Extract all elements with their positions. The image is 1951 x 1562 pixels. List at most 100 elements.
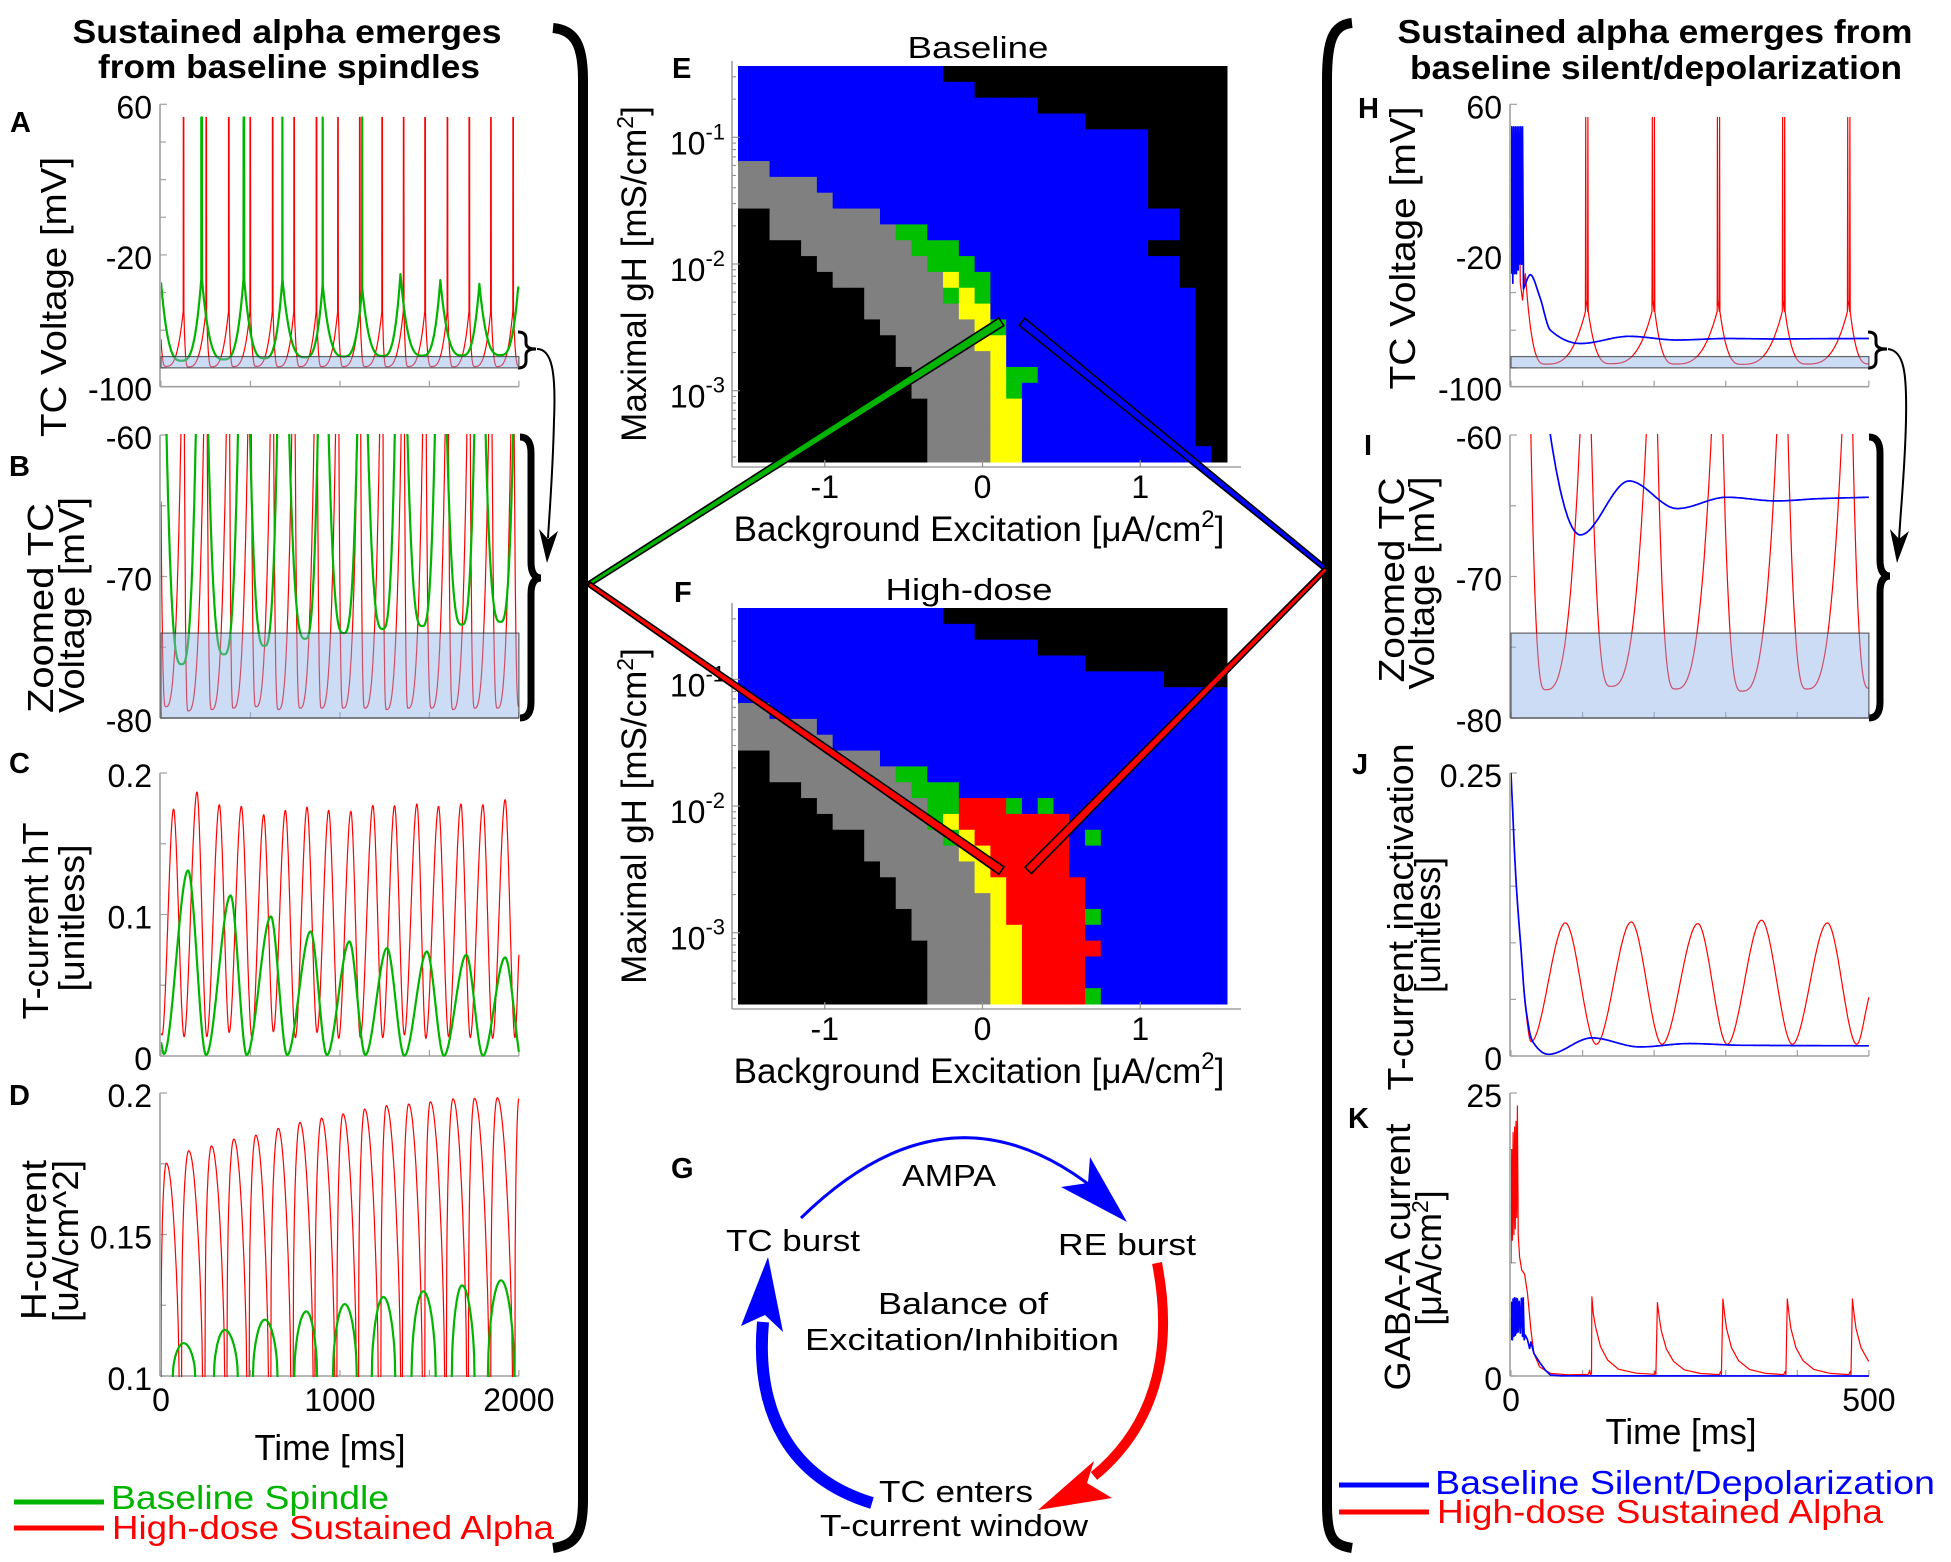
heatmap-cell bbox=[1211, 750, 1228, 767]
heatmap-cell bbox=[1006, 351, 1023, 368]
heatmap-cell bbox=[753, 956, 771, 973]
heatmap-cell bbox=[1163, 161, 1181, 178]
heatmap-cell bbox=[1037, 224, 1054, 241]
heatmap-cell bbox=[738, 113, 755, 130]
heatmap-cell bbox=[769, 972, 786, 989]
trace-baseline-spindle bbox=[165, 434, 515, 666]
heatmap-cell bbox=[832, 956, 849, 973]
heatmap-cell bbox=[738, 97, 755, 115]
heatmap-cell bbox=[848, 861, 865, 878]
heatmap-cell bbox=[879, 351, 897, 368]
heatmap-cell bbox=[753, 113, 771, 130]
heatmap-cell bbox=[1053, 414, 1070, 431]
heatmap-cell bbox=[785, 766, 802, 783]
heatmap-cell bbox=[1179, 145, 1196, 162]
heatmap-cell bbox=[1053, 908, 1070, 926]
heatmap-cell bbox=[911, 398, 928, 415]
heatmap-cell bbox=[738, 382, 755, 400]
heatmap-cell bbox=[1100, 303, 1118, 320]
heatmap-cell bbox=[927, 303, 944, 320]
y-tick-label: -20 bbox=[106, 240, 152, 276]
heatmap-cell bbox=[785, 703, 802, 720]
heatmap-cell bbox=[864, 208, 881, 225]
middle-column: E Baseline Maximal gH [mS/cm2] Backgroun… bbox=[612, 30, 1224, 1543]
heatmap-cell bbox=[738, 303, 755, 320]
heatmap-cell bbox=[1211, 766, 1228, 783]
heatmap-cell bbox=[1211, 335, 1228, 352]
heatmap-cell bbox=[832, 623, 849, 641]
heatmap-cell bbox=[816, 97, 834, 115]
heatmap-cell bbox=[1116, 861, 1133, 878]
heatmap-cell bbox=[1179, 671, 1196, 688]
heatmap-cell bbox=[738, 224, 755, 241]
y-tick-label: 10-3 bbox=[670, 373, 725, 415]
heatmap-cell bbox=[1100, 893, 1118, 910]
heatmap-cell bbox=[1021, 129, 1039, 146]
heatmap-cell bbox=[864, 176, 881, 194]
heatmap-cell bbox=[864, 256, 881, 273]
heatmap-cell bbox=[1053, 176, 1070, 194]
heatmap-cell bbox=[816, 398, 834, 415]
heatmap-cell bbox=[769, 256, 786, 273]
heatmap-cell bbox=[832, 813, 849, 831]
heatmap-cell bbox=[1069, 192, 1086, 210]
heatmap-cell bbox=[864, 718, 881, 736]
x-tick-label: 2000 bbox=[483, 1382, 554, 1418]
heatmap-cell bbox=[943, 924, 960, 942]
heatmap-cell bbox=[895, 623, 913, 641]
heatmap-cell bbox=[1100, 129, 1118, 146]
heatmap-cell bbox=[1100, 319, 1118, 336]
heatmap-cell bbox=[816, 256, 834, 273]
heatmap-cell bbox=[738, 766, 755, 783]
heatmap-cell bbox=[1132, 639, 1149, 657]
heatmap-cell bbox=[1053, 319, 1070, 336]
heatmap-cell bbox=[911, 66, 928, 83]
heatmap-cell bbox=[1195, 303, 1212, 320]
heatmap-cell bbox=[1116, 782, 1133, 799]
heatmap-cell bbox=[1179, 430, 1196, 447]
heatmap-cell bbox=[848, 319, 865, 336]
f-title: High-dose bbox=[886, 572, 1053, 607]
heatmap-cell bbox=[1132, 972, 1149, 989]
heatmap-cell bbox=[911, 655, 928, 672]
heatmap-cell bbox=[927, 623, 944, 641]
heatmap-cell bbox=[927, 908, 944, 926]
heatmap-cell bbox=[1053, 940, 1070, 957]
heatmap-cell bbox=[958, 382, 976, 400]
heatmap-cell bbox=[943, 382, 960, 400]
heatmap-cell bbox=[816, 829, 834, 847]
heatmap-cell bbox=[958, 940, 976, 957]
heatmap-cell bbox=[879, 366, 897, 384]
heatmap-cell bbox=[1195, 877, 1212, 894]
heatmap-cell bbox=[1021, 829, 1039, 847]
heatmap-cell bbox=[1179, 893, 1196, 910]
heatmap-cell bbox=[769, 208, 786, 225]
heatmap-cell bbox=[1163, 798, 1181, 815]
heatmap-cell bbox=[801, 414, 818, 431]
heatmap-cell bbox=[1163, 192, 1181, 210]
heatmap-cell bbox=[1148, 303, 1165, 320]
heatmap-cell bbox=[1100, 718, 1118, 736]
heatmap-cell bbox=[1148, 956, 1165, 973]
heatmap-cell bbox=[1211, 208, 1228, 225]
heatmap-cell bbox=[738, 845, 755, 862]
heatmap-cell bbox=[895, 256, 913, 273]
heatmap-cell bbox=[1021, 271, 1039, 289]
heatmap-cell bbox=[1211, 81, 1228, 99]
heatmap-cell bbox=[1021, 750, 1039, 767]
heatmap-cell bbox=[958, 81, 976, 99]
heatmap-cell bbox=[895, 335, 913, 352]
heatmap-cell bbox=[738, 798, 755, 815]
heatmap-cell bbox=[1179, 750, 1196, 767]
heatmap-cell bbox=[990, 734, 1007, 752]
heatmap-cell bbox=[1179, 829, 1196, 847]
left-column: Sustained alpha emerges from baseline sp… bbox=[9, 13, 558, 1546]
heatmap-cell bbox=[816, 176, 834, 194]
x-tick-label: 0 bbox=[974, 469, 992, 505]
y-tick-exponent: -1 bbox=[705, 119, 725, 144]
heatmap-cell bbox=[801, 956, 818, 973]
heatmap-cell bbox=[738, 271, 755, 289]
heatmap-cell bbox=[1006, 66, 1023, 83]
heatmap-cell bbox=[1085, 671, 1102, 688]
heatmap-cell bbox=[1053, 66, 1070, 83]
